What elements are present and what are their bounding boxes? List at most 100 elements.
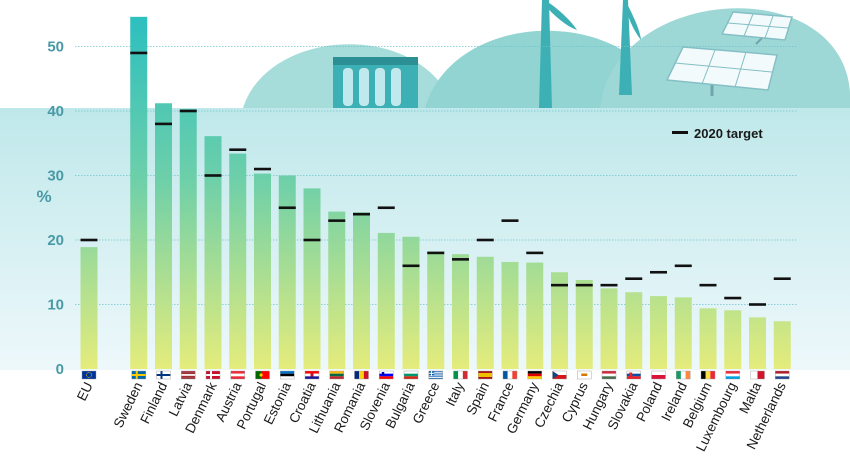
label-band <box>0 370 850 465</box>
bar-luxembourg <box>724 310 742 369</box>
target-marker-ireland <box>674 264 692 268</box>
hungary-flag <box>601 370 617 380</box>
italy-flag <box>453 370 468 380</box>
cyprus-flag <box>577 370 592 380</box>
legend-target-marker <box>672 131 688 134</box>
bar-latvia <box>179 109 197 369</box>
target-marker-greece <box>427 251 445 255</box>
bar-hungary <box>600 288 618 369</box>
bar-sweden <box>130 16 148 370</box>
greece-flag <box>428 370 443 380</box>
target-marker-slovenia <box>377 206 395 210</box>
croatia-flag <box>304 370 320 380</box>
wind-turbine-icon <box>619 0 641 95</box>
lithuania-flag <box>329 370 344 380</box>
bar-belgium <box>699 308 717 369</box>
target-marker-lithuania <box>328 219 346 222</box>
bar-germany <box>526 262 544 369</box>
bar-italy <box>452 254 469 369</box>
denmark-flag <box>205 370 221 380</box>
bar-bulgaria <box>402 236 420 369</box>
poland-flag <box>651 370 666 380</box>
bulgaria-flag <box>403 370 419 380</box>
finland-flag <box>156 370 171 380</box>
ireland-flag <box>676 370 691 380</box>
bar-romania <box>353 212 370 369</box>
austria-flag <box>230 370 245 380</box>
solar-panel-icon <box>665 46 778 96</box>
bars <box>80 16 791 370</box>
target-marker-croatia <box>303 238 321 242</box>
france-flag <box>502 370 518 380</box>
target-marker-latvia <box>179 109 197 113</box>
target-markers <box>80 51 791 306</box>
y-tick-label: 20 <box>47 232 64 249</box>
bar-malta <box>749 317 766 369</box>
target-marker-netherlands <box>773 277 791 280</box>
bar-denmark <box>204 136 222 369</box>
bar-croatia <box>303 188 321 369</box>
target-marker-finland <box>155 122 172 126</box>
plot-background <box>0 108 850 370</box>
y-tick-label: 10 <box>47 297 64 314</box>
bar-slovakia <box>625 292 643 369</box>
target-marker-luxembourg <box>724 296 742 300</box>
target-marker-austria <box>229 148 247 151</box>
y-axis-label: % <box>36 187 51 206</box>
legend: 2020 target <box>672 126 763 141</box>
target-marker-czechia <box>551 283 568 287</box>
bar-austria <box>229 153 247 369</box>
latvia-flag <box>181 370 196 380</box>
bar-greece <box>427 251 445 369</box>
bar-lithuania <box>328 211 346 369</box>
energy-illustration <box>243 0 850 109</box>
target-marker-belgium <box>699 283 717 287</box>
germany-flag <box>527 370 542 380</box>
target-marker-sweden <box>130 51 148 55</box>
bar-cyprus <box>575 279 593 369</box>
target-marker-cyprus <box>575 283 593 287</box>
legend-label: 2020 target <box>694 126 763 141</box>
country-flags <box>81 370 790 380</box>
belgium-flag <box>700 370 716 380</box>
netherlands-flag <box>775 370 790 380</box>
target-marker-denmark <box>204 174 222 177</box>
target-marker-eu <box>80 238 98 242</box>
target-marker-hungary <box>600 283 618 287</box>
slovakia-flag <box>626 370 641 380</box>
bar-finland <box>155 103 172 369</box>
bar-czechia <box>551 272 568 369</box>
wind-turbine-icon <box>539 0 577 108</box>
target-marker-bulgaria <box>402 264 420 268</box>
malta-flag <box>750 370 765 380</box>
y-tick-label: 30 <box>47 168 64 185</box>
czechia-flag <box>552 370 567 380</box>
y-tick-label: 50 <box>47 39 64 56</box>
estonia-flag <box>280 370 295 380</box>
bar-slovenia <box>377 232 395 369</box>
bar-ireland <box>674 297 692 369</box>
bar-eu <box>80 247 98 369</box>
eu-flag <box>81 370 97 380</box>
target-marker-estonia <box>278 206 296 210</box>
y-axis: 0 10 20 30 40 50 <box>47 39 64 379</box>
target-marker-portugal <box>254 167 271 171</box>
target-marker-poland <box>650 270 667 274</box>
target-marker-slovakia <box>625 277 643 280</box>
spain-flag <box>478 370 493 380</box>
romania-flag <box>354 370 369 380</box>
bar-portugal <box>254 173 271 369</box>
sweden-flag <box>131 370 146 380</box>
bar-netherlands <box>773 321 791 369</box>
luxembourg-flag <box>725 370 740 380</box>
target-marker-spain <box>476 238 494 242</box>
bar-estonia <box>278 175 296 369</box>
y-tick-label: 40 <box>47 103 64 120</box>
slovenia-flag <box>379 370 394 380</box>
y-tick-label: 0 <box>56 361 64 378</box>
bar-france <box>501 261 519 369</box>
target-marker-germany <box>526 251 544 255</box>
target-marker-romania <box>353 212 370 216</box>
